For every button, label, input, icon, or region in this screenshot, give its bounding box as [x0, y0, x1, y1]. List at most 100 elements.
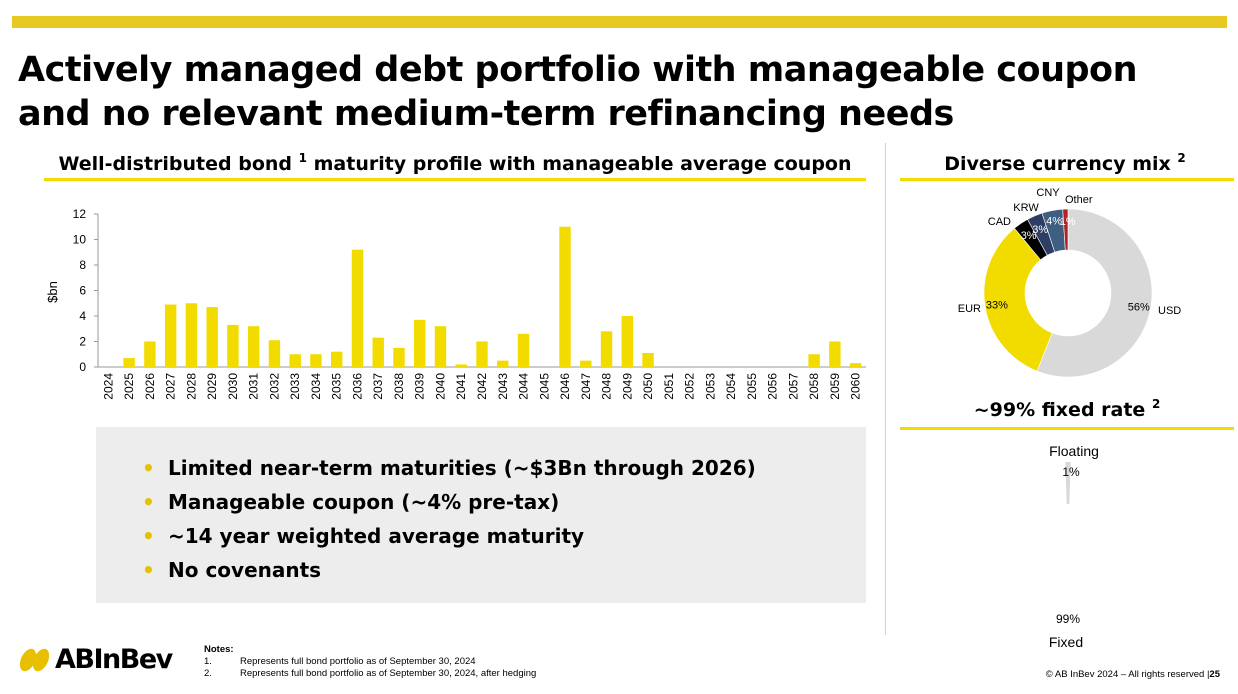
x-tick-label: 2029: [205, 373, 219, 400]
bar-2041: [455, 364, 467, 367]
slice-other: [1062, 208, 1069, 251]
bar-2030: [227, 324, 239, 367]
slice-pct-label: 3%: [1032, 224, 1048, 236]
slice-name-label: Fixed: [1049, 634, 1083, 650]
x-tick-label: 2059: [828, 373, 842, 400]
x-tick-label: 2060: [849, 373, 863, 400]
note-text: Represents full bond portfolio as of Sep…: [240, 668, 537, 679]
key-point: Manageable coupon (~4% pre-tax): [142, 485, 866, 519]
key-points-list: Limited near-term maturities (~$3Bn thro…: [96, 427, 866, 587]
bar-2031: [247, 326, 260, 367]
x-tick-label: 2026: [143, 373, 157, 400]
bar-2028: [185, 303, 198, 367]
bar-2039: [414, 319, 426, 367]
x-tick-label: 2042: [475, 373, 489, 400]
y-tick-label: 0: [79, 360, 86, 374]
bar-2032: [268, 340, 281, 367]
bar-2047: [580, 360, 592, 367]
bar-2059: [829, 341, 841, 367]
bar-2048: [600, 331, 613, 367]
slice-pct-label: 56%: [1128, 301, 1150, 313]
bar-2060: [849, 363, 862, 367]
abinbev-logo-text: ABInBev: [55, 644, 173, 675]
x-tick-label: 2055: [745, 373, 759, 400]
x-tick-label: 2039: [413, 373, 427, 400]
abinbev-logo-icon: [19, 648, 50, 672]
slice-pct-label: 99%: [1056, 612, 1080, 626]
x-tick-label: 2033: [288, 373, 302, 400]
slice-name-label: Floating: [1049, 443, 1099, 459]
x-tick-label: 2041: [454, 373, 468, 400]
currency-heading-text: Diverse currency mix: [944, 153, 1178, 175]
bar-2040: [434, 326, 447, 367]
slice-name-label: USD: [1158, 305, 1181, 317]
note-row: 2. Represents full bond portfolio as of …: [204, 668, 536, 680]
slice-name-label: CAD: [988, 216, 1011, 228]
y-tick-label: 2: [79, 335, 86, 349]
bar-2035: [330, 351, 343, 367]
top-accent-bar: [12, 16, 1227, 28]
x-tick-label: 2036: [350, 373, 364, 400]
note-text: Represents full bond portfolio as of Sep…: [240, 656, 476, 667]
x-tick-label: 2058: [807, 373, 821, 400]
currency-mix-heading: Diverse currency mix 2: [900, 151, 1230, 178]
fixed-rate-heading: ~99% fixed rate 2: [900, 397, 1234, 424]
currency-heading-footnote: 2: [1177, 151, 1186, 165]
notes-heading: Notes:: [204, 644, 234, 655]
bar-2044: [517, 333, 530, 367]
bar-2050: [642, 352, 654, 367]
page-title-line-1: Actively managed debt portfolio with man…: [18, 50, 1138, 90]
x-tick-label: 2028: [184, 373, 198, 400]
bar-2036: [351, 249, 364, 367]
slice-eur: [983, 227, 1053, 372]
bar-2046: [559, 226, 571, 367]
x-tick-label: 2053: [703, 373, 717, 400]
bar-2038: [393, 347, 405, 367]
y-tick-label: 4: [79, 309, 86, 323]
fixed-heading-rule: [900, 427, 1234, 430]
maturity-heading-pre: Well-distributed bond: [58, 153, 299, 175]
x-tick-label: 2030: [226, 373, 240, 400]
x-tick-label: 2057: [786, 373, 800, 400]
maturity-heading-footnote: 1: [298, 151, 307, 165]
x-tick-label: 2032: [267, 373, 281, 400]
key-point: ~14 year weighted average maturity: [142, 519, 866, 553]
slice-pct-label: 33%: [986, 299, 1008, 311]
bar-2033: [289, 354, 301, 367]
slice-floating: [1065, 462, 1071, 505]
key-point: Limited near-term maturities (~$3Bn thro…: [142, 451, 866, 485]
x-tick-label: 2047: [579, 373, 593, 400]
y-tick-label: 8: [79, 258, 86, 272]
currency-heading-rule: [900, 178, 1234, 181]
x-tick-label: 2043: [496, 373, 510, 400]
slice-pct-label: 4%: [1046, 215, 1062, 227]
bar-2029: [206, 307, 218, 367]
maturity-profile-heading: Well-distributed bond 1 maturity profile…: [44, 151, 866, 178]
slice-usd: [1036, 208, 1153, 378]
y-tick-label: 6: [79, 284, 86, 298]
x-tick-label: 2027: [164, 373, 178, 400]
slice-pct-label: 1%: [1062, 465, 1080, 479]
x-tick-label: 2031: [247, 373, 261, 400]
maturity-heading-rule: [44, 178, 866, 181]
key-points-box: Limited near-term maturities (~$3Bn thro…: [96, 427, 866, 603]
key-point: No covenants: [142, 553, 866, 587]
x-tick-label: 2050: [641, 373, 655, 400]
x-tick-label: 2049: [620, 373, 634, 400]
x-tick-label: 2038: [392, 373, 406, 400]
x-tick-label: 2037: [371, 373, 385, 400]
bar-2049: [621, 316, 634, 367]
x-tick-label: 2035: [330, 373, 344, 400]
note-row: 1. Represents full bond portfolio as of …: [204, 656, 536, 668]
x-tick-label: 2046: [558, 373, 572, 400]
bar-2058: [808, 354, 820, 367]
slice-name-label: KRW: [1013, 202, 1039, 214]
page-title: Actively managed debt portfolio with man…: [18, 48, 1218, 136]
x-tick-label: 2024: [101, 373, 115, 400]
x-tick-label: 2044: [517, 373, 531, 400]
slice-name-label: CNY: [1036, 187, 1060, 199]
x-tick-label: 2052: [683, 373, 697, 400]
x-tick-label: 2034: [309, 373, 323, 400]
